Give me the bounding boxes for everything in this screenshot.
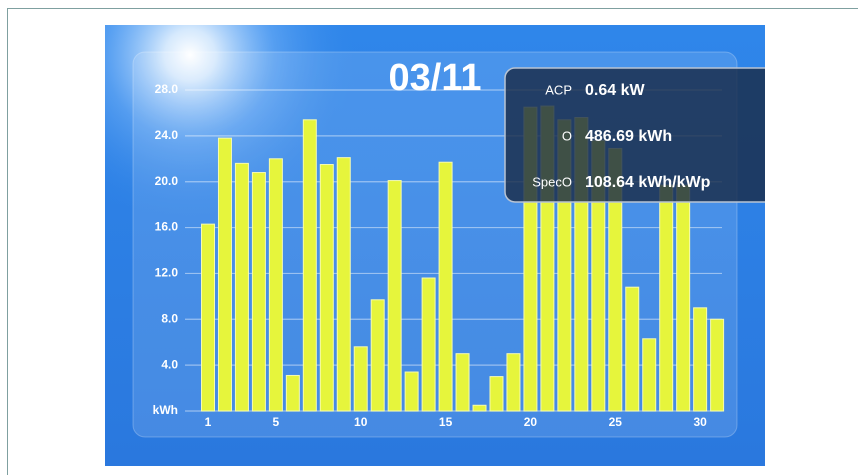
info-panel — [504, 67, 765, 203]
bar — [370, 299, 385, 412]
bar — [693, 307, 708, 412]
y-tick-label: 12.0 — [155, 266, 179, 280]
bar — [217, 137, 232, 412]
bar — [438, 161, 453, 412]
x-tick-label: 1 — [205, 415, 212, 429]
x-tick-label: 30 — [693, 415, 707, 429]
x-tick-label: 15 — [439, 415, 453, 429]
info-label: ACP — [545, 82, 572, 97]
y-tick-label: 16.0 — [155, 220, 179, 234]
bar — [421, 277, 436, 412]
chart-title: 03/11 — [389, 57, 482, 99]
bar — [404, 371, 419, 412]
bar — [201, 223, 215, 412]
bar — [353, 346, 368, 412]
bar — [387, 180, 402, 412]
info-label: O — [562, 128, 572, 143]
y-tick-label: 8.0 — [161, 311, 178, 325]
info-value: 0.64 kW — [585, 82, 645, 99]
bar — [710, 318, 725, 412]
info-label: SpecO — [532, 174, 572, 189]
bar — [625, 286, 640, 412]
y-tick-label: 20.0 — [155, 174, 179, 188]
x-tick-label: 25 — [609, 415, 623, 429]
bar — [642, 338, 657, 412]
x-tick-label: 5 — [273, 415, 280, 429]
bar — [455, 353, 470, 412]
bar — [302, 119, 317, 412]
info-box: ACP 0.64 kW O 486.69 kWh SpecO 108.64 kWh/kWp — [504, 67, 765, 203]
bar — [336, 157, 351, 412]
y-tick-label: 28.0 — [155, 82, 179, 96]
x-tick-label: 10 — [354, 415, 368, 429]
info-value: 486.69 kWh — [585, 128, 672, 145]
bar — [319, 164, 334, 412]
info-value: 108.64 kWh/kWp — [585, 174, 711, 191]
bar — [659, 184, 674, 412]
x-tick-label: 20 — [524, 415, 538, 429]
bar — [506, 353, 521, 412]
bar — [676, 184, 691, 412]
y-tick-label: 24.0 — [155, 128, 179, 142]
bar — [234, 162, 249, 412]
y-tick-label: 4.0 — [161, 357, 178, 371]
y-tick-label: kWh — [153, 403, 178, 417]
bar — [472, 404, 487, 412]
bar — [268, 158, 283, 412]
bar — [285, 374, 300, 412]
bar — [489, 376, 504, 412]
bar — [251, 172, 266, 412]
